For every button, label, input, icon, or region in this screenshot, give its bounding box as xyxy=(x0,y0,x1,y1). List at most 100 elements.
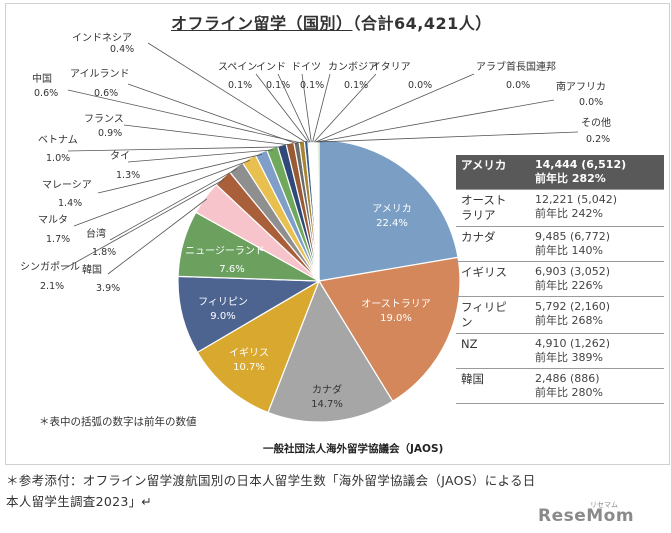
inside-label-3: イギリス xyxy=(229,347,269,359)
inside-value-5: 7.6% xyxy=(219,264,244,275)
outside-value-18: 0.2% xyxy=(586,134,610,145)
table-note: ＊表中の括弧の数字は前年の数値 xyxy=(39,416,197,428)
leader-line-5 xyxy=(127,149,273,163)
table-value: 4,910 (1,262) 前年比 389% xyxy=(530,333,664,369)
pie-slice-2 xyxy=(267,279,394,423)
leader-line-14 xyxy=(312,73,331,143)
outside-value-13: 0.1% xyxy=(300,80,324,91)
leader-line-1 xyxy=(67,89,302,144)
outside-value-8: 1.8% xyxy=(92,247,116,258)
chart-title-total: （合計64,421人） xyxy=(352,14,492,33)
outside-value-2: 0.6% xyxy=(94,88,118,99)
leader-line-10 xyxy=(107,198,207,275)
table-row: イギリス 6,903 (3,052) 前年比 226% xyxy=(456,261,664,297)
table-yoy: 前年比 140% xyxy=(535,244,603,257)
outside-value-7: 1.7% xyxy=(46,234,70,245)
table-count: 14,444 (6,512) xyxy=(535,158,627,171)
outside-label-11: スペイン xyxy=(218,62,257,73)
caption: ＊参考添付：オフライン留学渡航国別の日本人留学生数「海外留学協議会（JAOS）に… xyxy=(6,470,536,512)
inside-label-0: アメリカ xyxy=(372,203,412,215)
leader-line-9 xyxy=(61,179,225,271)
table-value: 12,221 (5,042) 前年比 242% xyxy=(530,189,664,227)
table-row: オースト ラリア 12,221 (5,042) 前年比 242% xyxy=(456,189,664,227)
table-yoy: 前年比 226% xyxy=(535,279,603,292)
table-country: アメリカ xyxy=(456,155,530,190)
table-yoy: 前年比 268% xyxy=(535,314,603,327)
leader-line-7 xyxy=(73,160,251,227)
table-row: アメリカ 14,444 (6,512) 前年比 282% xyxy=(456,155,664,190)
table-yoy: 前年比 242% xyxy=(535,207,603,220)
outside-value-6: 1.4% xyxy=(58,198,82,209)
leader-line-6 xyxy=(97,153,262,194)
table-country: オースト ラリア xyxy=(456,189,530,227)
inside-label-5: ニュージーランド xyxy=(185,245,265,257)
outside-label-14: カンボジア xyxy=(328,61,378,73)
table-value: 6,903 (3,052) 前年比 226% xyxy=(530,261,664,297)
outside-value-11: 0.1% xyxy=(228,80,252,91)
outside-value-10: 3.9% xyxy=(96,283,120,294)
inside-value-0: 22.4% xyxy=(376,218,408,229)
outside-value-4: 1.0% xyxy=(46,153,70,164)
inside-label-2: カナダ xyxy=(312,383,342,396)
chart-figure: アメリカ 22.4% オーストラリア 19.0% カナダ 14.7% イギリス 10.7% フィ… xyxy=(5,3,670,465)
data-source: 一般社団法人海外留学協議会（JAOS) xyxy=(263,443,444,455)
leader-line-8 xyxy=(109,168,238,241)
leader-line-12 xyxy=(277,73,311,143)
table-count: 5,792 (2,160) xyxy=(535,300,611,313)
chart-title: オフライン留学（国別）（合計64,421人） xyxy=(171,10,492,34)
outside-label-10: 韓国 xyxy=(82,264,102,276)
inside-value-4: 9.0% xyxy=(210,311,235,322)
outside-label-4: ベトナム xyxy=(38,134,78,146)
outside-value-5: 1.3% xyxy=(116,170,140,181)
table-count: 2,486 (886) xyxy=(535,372,600,385)
outside-label-15: イタリア xyxy=(371,61,411,73)
outside-value-9: 2.1% xyxy=(40,281,64,292)
inside-label-4: フィリピン xyxy=(198,296,248,308)
outside-label-13: ドイツ xyxy=(291,62,321,73)
outside-value-17: 0.0% xyxy=(579,97,603,108)
leader-line-2 xyxy=(127,83,297,145)
outside-label-6: マレーシア xyxy=(42,180,92,191)
outside-label-1: 中国 xyxy=(32,72,52,85)
inside-value-3: 10.7% xyxy=(233,362,265,373)
outside-label-0: インドネシア xyxy=(72,32,132,44)
outside-label-16: アラブ首長国連邦 xyxy=(476,60,556,73)
table-value: 14,444 (6,512) 前年比 282% xyxy=(530,155,664,190)
pie-slice-4 xyxy=(177,275,322,354)
caption-line-1: ＊参考添付：オフライン留学渡航国別の日本人留学生数「海外留学協議会（JAOS）に… xyxy=(6,473,536,488)
outside-value-0: 0.4% xyxy=(110,44,134,55)
watermark-small: リセマム xyxy=(590,501,618,509)
leader-line-15 xyxy=(313,73,377,143)
table-yoy: 前年比 282% xyxy=(535,172,606,185)
table-row: フィリピン 5,792 (2,160) 前年比 268% xyxy=(456,296,664,334)
outside-value-14: 0.1% xyxy=(344,80,368,91)
pie-chart: アメリカ 22.4% オーストラリア 19.0% カナダ 14.7% イギリス 10.7% フィ… xyxy=(20,32,611,423)
outside-label-3: フランス xyxy=(84,113,124,125)
leader-line-16 xyxy=(315,73,475,143)
outside-label-12: インド xyxy=(256,62,286,73)
outside-label-17: 南アフリカ xyxy=(556,80,606,93)
table-country: 韓国 xyxy=(456,368,530,404)
outside-label-7: マルタ xyxy=(38,214,68,226)
chart-title-main: オフライン留学（国別） xyxy=(171,14,353,33)
pie-slice-3 xyxy=(196,279,321,414)
leader-line-4 xyxy=(67,146,283,152)
table-row: カナダ 9,485 (6,772) 前年比 140% xyxy=(456,226,664,262)
outside-value-1: 0.6% xyxy=(34,88,58,99)
table-country: フィリピン xyxy=(456,296,530,334)
table-value: 2,486 (886) 前年比 280% xyxy=(530,368,664,404)
watermark-logo: ReseMom xyxy=(538,506,635,526)
table-yoy: 前年比 389% xyxy=(535,351,603,364)
table-count: 9,485 (6,772) xyxy=(535,230,611,243)
leader-line-18 xyxy=(318,131,579,143)
country-table: アメリカ 14,444 (6,512) 前年比 282% オースト ラリア 12,221 … xyxy=(456,155,664,404)
pie-slice-24 xyxy=(316,139,320,282)
inside-value-1: 19.0% xyxy=(380,313,412,324)
table-count: 12,221 (5,042) xyxy=(535,193,618,206)
outside-label-5: タイ xyxy=(110,150,130,162)
outside-label-18: その他 xyxy=(581,116,611,129)
outside-label-2: アイルランド xyxy=(70,68,130,80)
table-yoy: 前年比 280% xyxy=(535,386,603,399)
leader-line-17 xyxy=(316,99,555,143)
outside-value-15: 0.0% xyxy=(408,80,432,91)
